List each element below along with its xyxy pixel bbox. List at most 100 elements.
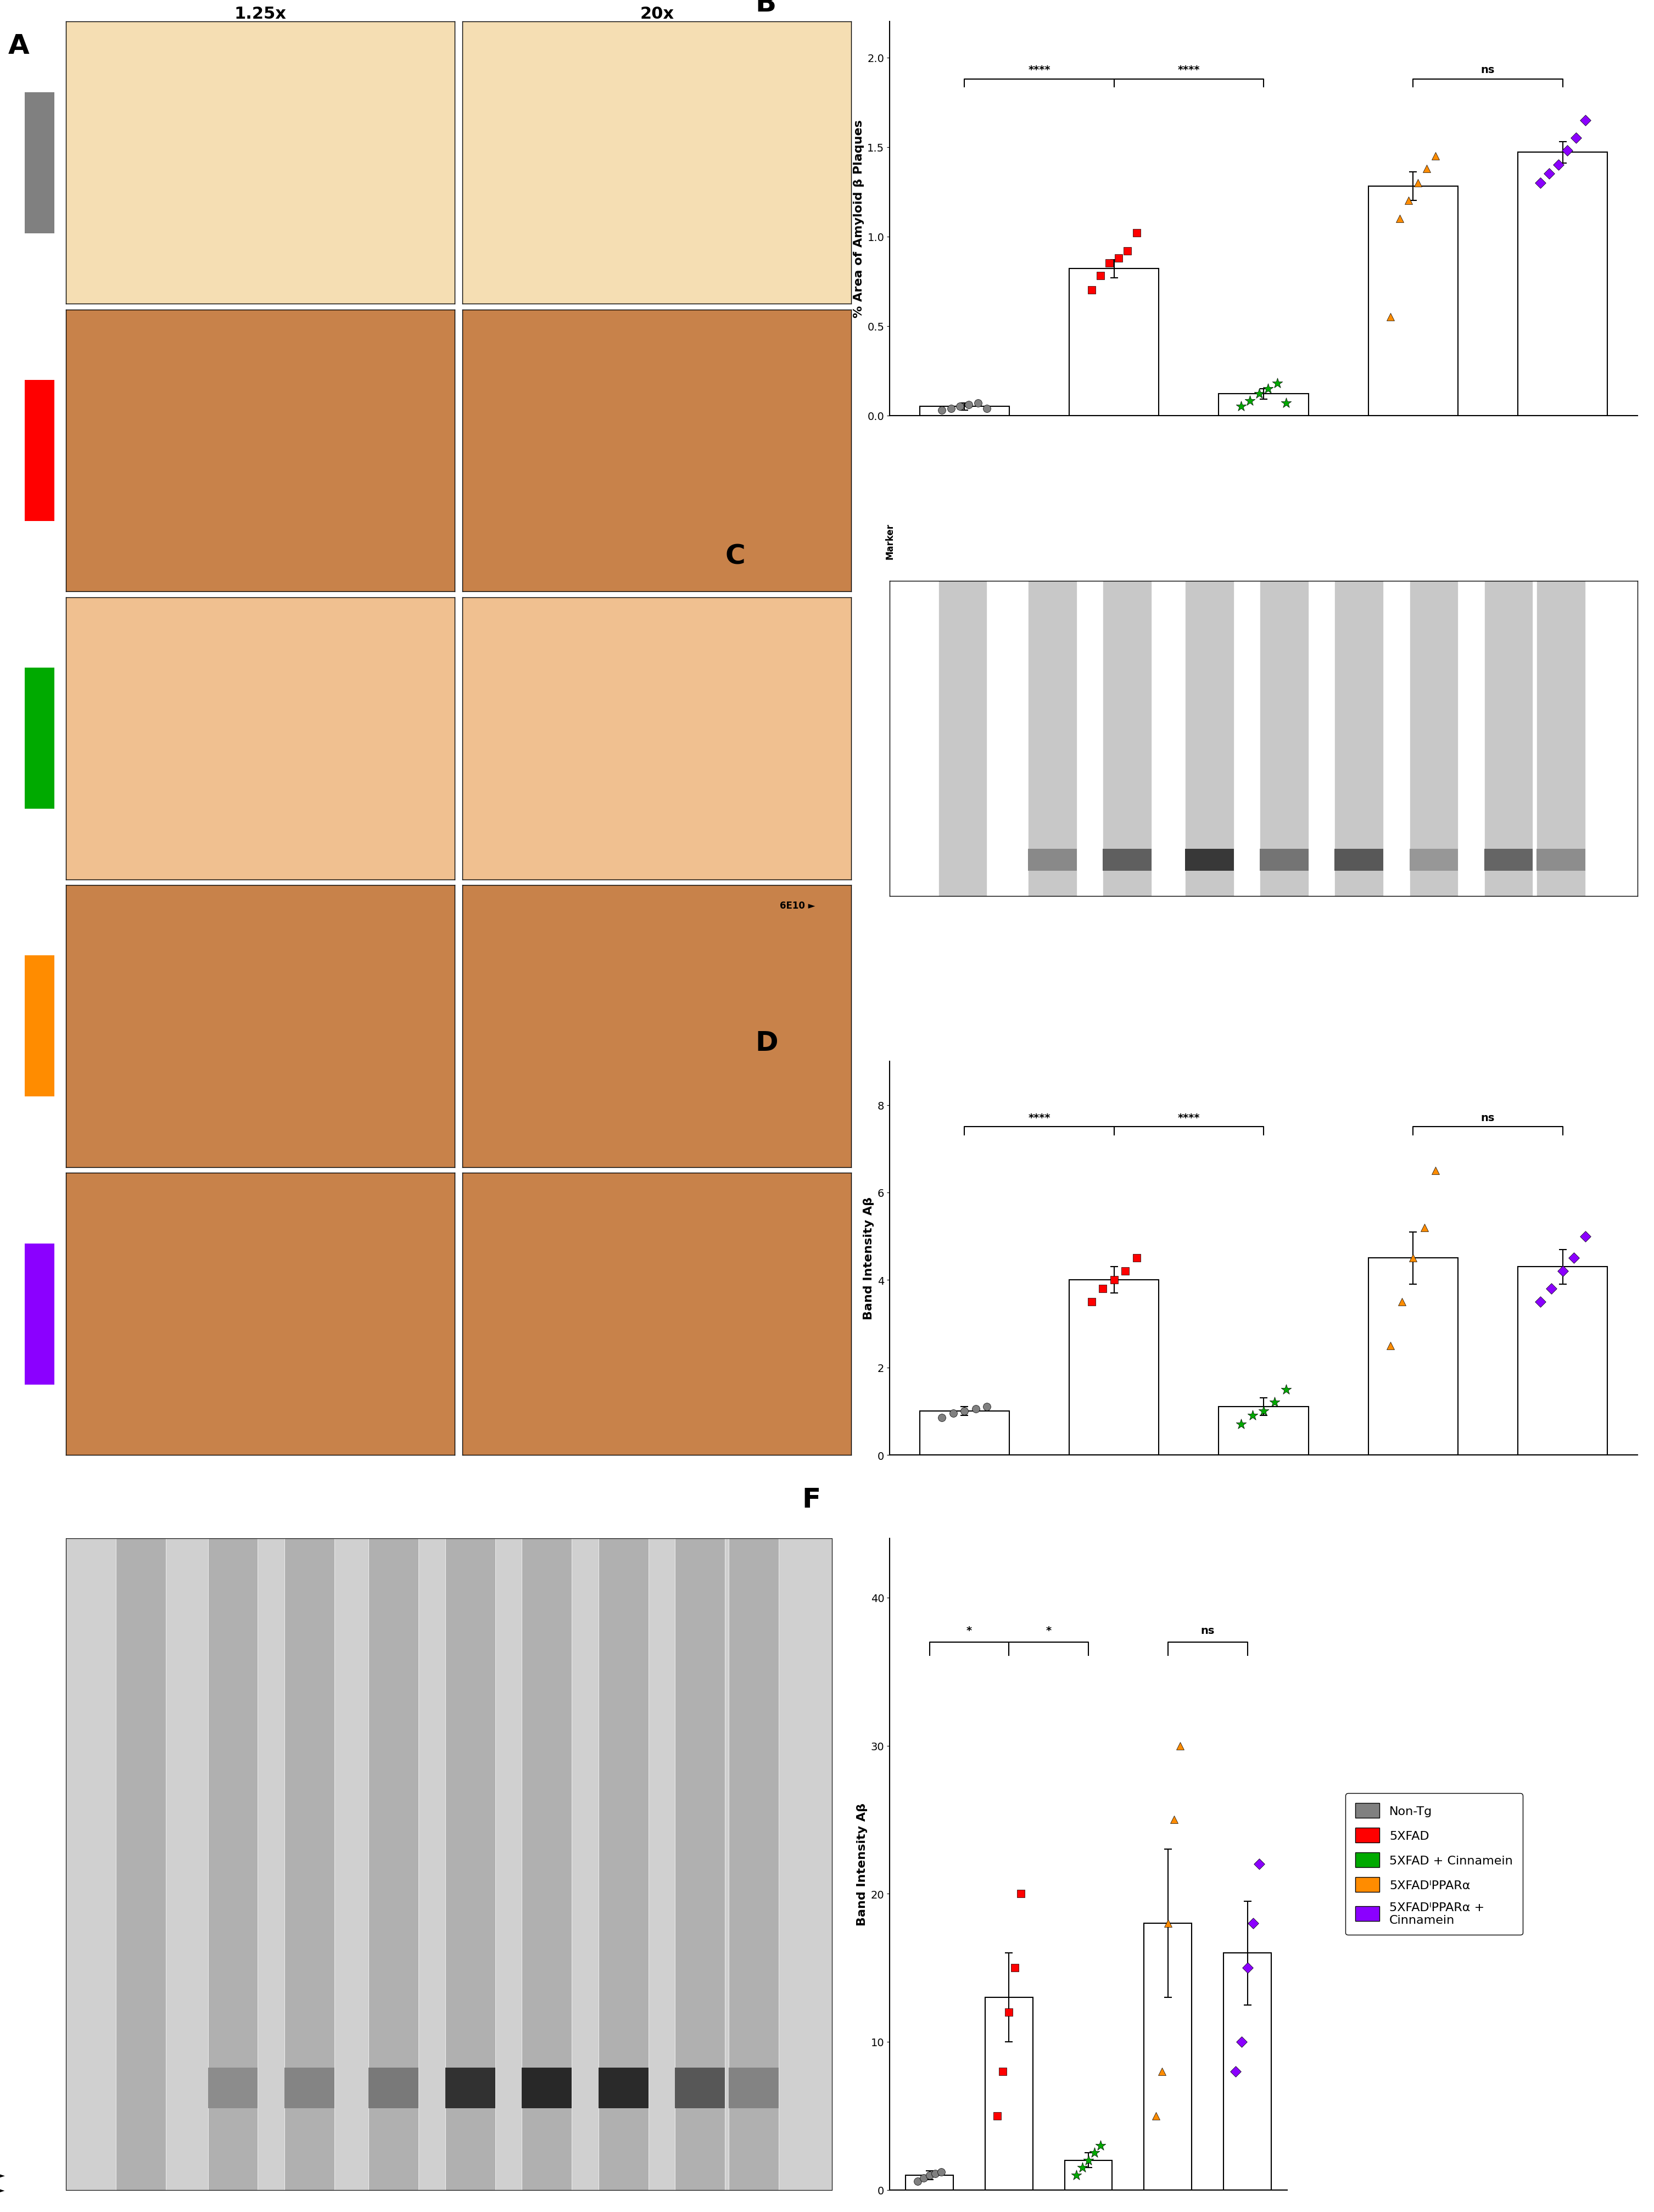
Point xyxy=(910,2161,936,2197)
Text: ****: **** xyxy=(1029,1113,1050,1124)
Text: *: * xyxy=(966,1626,973,1635)
Text: ****: **** xyxy=(1178,64,1199,75)
Bar xyxy=(369,1540,418,2190)
Point xyxy=(1227,1407,1254,1442)
Point xyxy=(1411,1210,1437,1245)
Point xyxy=(1422,1152,1449,1188)
Bar xyxy=(1103,849,1151,872)
Bar xyxy=(445,2068,495,2108)
Point xyxy=(1227,389,1254,425)
Bar xyxy=(445,1540,495,2190)
Point xyxy=(1527,166,1553,201)
Bar xyxy=(1065,2161,1111,2190)
Bar xyxy=(208,2068,258,2108)
Point xyxy=(1082,2135,1108,2170)
Bar xyxy=(1537,849,1585,872)
Point xyxy=(989,2053,1016,2088)
Point xyxy=(1563,122,1589,157)
Point xyxy=(1229,2024,1255,2059)
Text: D: D xyxy=(756,1031,777,1057)
Bar xyxy=(1537,582,1585,896)
Point xyxy=(1087,259,1113,294)
Point xyxy=(1262,1385,1288,1420)
Bar xyxy=(1335,849,1383,872)
Text: ns: ns xyxy=(1201,1626,1214,1635)
Point xyxy=(928,2154,954,2190)
Text: C: C xyxy=(724,544,746,571)
Bar xyxy=(938,582,987,896)
Bar xyxy=(116,1540,165,2190)
Point xyxy=(939,1396,966,1431)
Point xyxy=(1105,241,1131,276)
Point xyxy=(1240,1907,1267,1942)
Point xyxy=(1264,365,1290,400)
Point xyxy=(1555,133,1581,168)
Point xyxy=(1234,1951,1260,1986)
Bar xyxy=(1368,1259,1457,1455)
Point xyxy=(1237,385,1264,420)
Y-axis label: % Area of Amyloid β Plaques: % Area of Amyloid β Plaques xyxy=(853,119,863,319)
Point xyxy=(1166,1728,1193,1763)
Text: ns: ns xyxy=(1480,64,1495,75)
Bar xyxy=(906,2174,953,2190)
Point xyxy=(1274,385,1300,420)
Point xyxy=(1399,1241,1426,1276)
Bar xyxy=(599,1540,648,2190)
Point xyxy=(984,2099,1011,2135)
Bar xyxy=(599,2068,648,2108)
Text: B: B xyxy=(756,0,776,18)
Point xyxy=(1111,1254,1138,1290)
Point xyxy=(1545,148,1571,184)
Text: ****: **** xyxy=(1029,64,1050,75)
Point xyxy=(1064,2157,1090,2192)
Point xyxy=(923,2157,949,2192)
Y-axis label: Band Intensity Aβ: Band Intensity Aβ xyxy=(863,1197,875,1321)
Title: 1.25x: 1.25x xyxy=(235,7,286,22)
Point xyxy=(1245,376,1272,411)
Point xyxy=(1222,2053,1249,2088)
Point xyxy=(930,1400,956,1436)
Bar xyxy=(1224,1953,1272,2190)
Point xyxy=(1007,1876,1034,1911)
Point xyxy=(1078,1285,1105,1321)
Point xyxy=(1002,1951,1029,1986)
Point xyxy=(1571,1219,1598,1254)
Point xyxy=(1527,1285,1553,1321)
Point xyxy=(1245,1847,1272,1882)
Point xyxy=(930,394,956,429)
Bar xyxy=(1184,849,1234,872)
Text: 82e1 ►: 82e1 ► xyxy=(0,2170,5,2181)
Bar xyxy=(920,1411,1009,1455)
Point xyxy=(1386,201,1413,237)
Text: Marker: Marker xyxy=(885,522,895,560)
Bar xyxy=(729,2068,779,2108)
Point xyxy=(1154,1907,1181,1942)
Point xyxy=(1250,1394,1277,1429)
Legend: Non-Tg, 5XFAD, 5XFAD + Cinnamein, 5XFADᴵPPARα, 5XFADᴵPPARα +
Cinnamein: Non-Tg, 5XFAD, 5XFAD + Cinnamein, 5XFADᴵ… xyxy=(1345,1794,1523,1936)
Point xyxy=(1078,272,1105,307)
Point xyxy=(951,1394,978,1429)
Point xyxy=(974,392,1001,427)
Point xyxy=(905,2163,931,2199)
Point xyxy=(1097,246,1123,281)
Point xyxy=(1150,2053,1176,2088)
Point xyxy=(974,1389,1001,1425)
Point xyxy=(1561,1241,1588,1276)
Bar xyxy=(1260,849,1308,872)
Bar xyxy=(1184,582,1234,896)
Point xyxy=(1115,234,1141,270)
Text: 6E10 ►: 6E10 ► xyxy=(779,900,815,911)
Point xyxy=(1123,1241,1150,1276)
Bar xyxy=(1409,849,1457,872)
Bar xyxy=(1484,582,1533,896)
Bar xyxy=(1219,394,1308,416)
Point xyxy=(1378,1327,1404,1363)
Bar xyxy=(1409,582,1457,896)
Point xyxy=(1550,1254,1576,1290)
Bar xyxy=(1518,153,1608,416)
Bar xyxy=(284,1540,334,2190)
Bar xyxy=(1029,582,1077,896)
Point xyxy=(1274,1371,1300,1407)
Point xyxy=(996,1995,1022,2031)
Y-axis label: Band Intensity Aβ: Band Intensity Aβ xyxy=(857,1803,868,1927)
